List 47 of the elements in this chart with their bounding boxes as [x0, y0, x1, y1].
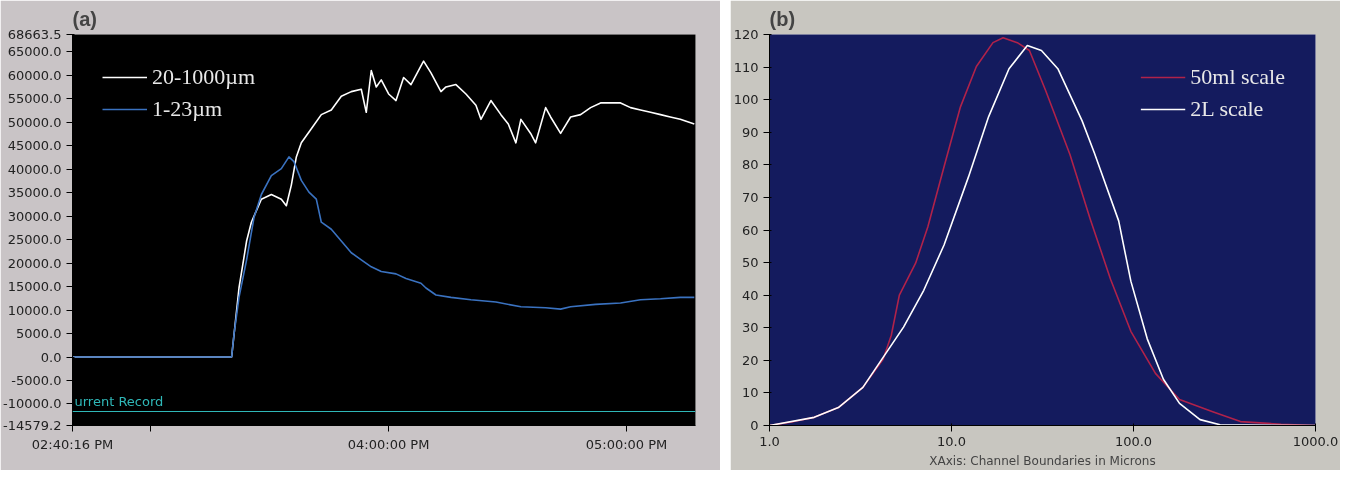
y-tick-label: 100	[733, 92, 759, 108]
x-tick-label: 100.0	[1114, 433, 1153, 449]
y-tick-label: 110	[733, 59, 759, 75]
y-tick-label: 10000.0	[7, 302, 62, 318]
y-tick-label: 70	[741, 189, 759, 205]
y-tick-label: 5000.0	[16, 326, 62, 342]
y-tick-label: 10	[741, 385, 759, 401]
y-tick-label: 20000.0	[7, 255, 62, 271]
legend-label: 2L scale	[1190, 96, 1264, 122]
x-tick-label: 1.0	[759, 433, 780, 449]
x-tick-label: 02:40:16 PM	[31, 436, 114, 452]
y-tick-label: 45000.0	[7, 138, 62, 154]
y-tick-label: 120	[733, 27, 759, 42]
y-tick-label: -10000.0	[3, 396, 62, 412]
y-tick-label: 40000.0	[7, 161, 62, 177]
y-tick-label: 30000.0	[7, 208, 62, 224]
y-tick-label: 68663.5	[7, 27, 62, 42]
x-axis-title: XAxis: Channel Boundaries in Microns	[929, 453, 1156, 468]
y-tick-label: 0	[750, 418, 759, 433]
x-tick-label: 1000.0	[1292, 433, 1339, 449]
y-tick-label: 25000.0	[7, 232, 62, 248]
x-tick-label: 05:00:00 PM	[585, 436, 668, 452]
y-tick-label: 60000.0	[7, 67, 62, 83]
y-tick-label: 50000.0	[7, 114, 62, 130]
x-tick-label: 04:00:00 PM	[347, 436, 430, 452]
y-tick-label: 55000.0	[7, 91, 62, 107]
y-tick-label: 90	[741, 124, 759, 140]
legend-label: 50ml scale	[1190, 64, 1285, 90]
y-tick-label: 40	[741, 287, 759, 303]
legend-label: 1-23µm	[152, 96, 223, 122]
y-tick-label: 35000.0	[7, 185, 62, 201]
y-tick-label: 30	[741, 320, 759, 336]
y-tick-label: 60	[741, 222, 759, 238]
y-tick-label: 20	[741, 352, 759, 368]
y-tick-label: 65000.0	[7, 44, 62, 60]
y-tick-label: 80	[741, 157, 759, 173]
line-series	[72, 156, 696, 358]
chart-title: (a)	[72, 7, 97, 30]
x-tick-label: 10.0	[937, 433, 966, 449]
y-tick-label: 0.0	[40, 349, 62, 365]
y-tick-label: 15000.0	[7, 279, 62, 295]
y-tick-label: 50	[741, 255, 759, 271]
ref-line-label: urrent Record	[74, 393, 164, 409]
legend-label: 20-1000µm	[152, 64, 256, 90]
chart-title: (b)	[769, 7, 796, 30]
y-tick-label: -14579.2	[3, 418, 62, 433]
y-tick-label: -5000.0	[11, 373, 62, 389]
